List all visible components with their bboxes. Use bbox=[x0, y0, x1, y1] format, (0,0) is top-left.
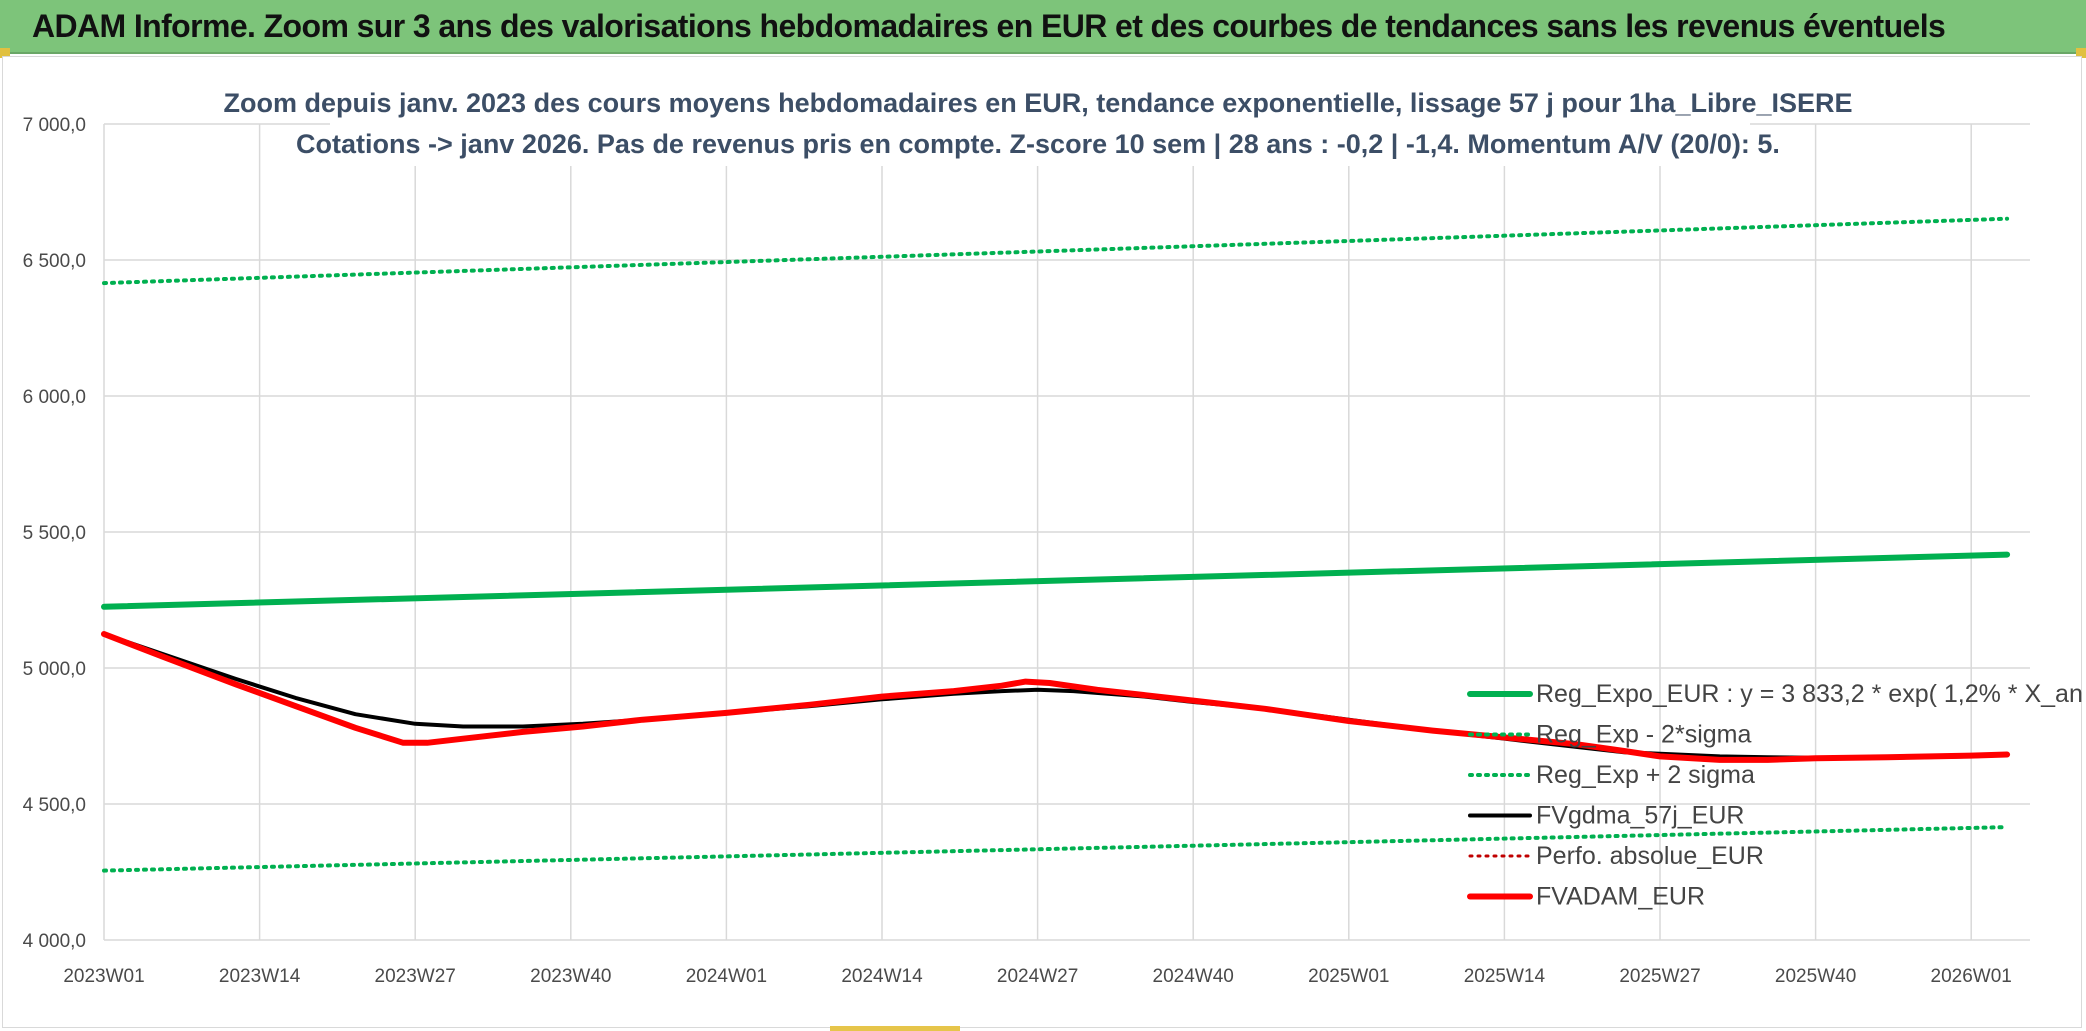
subtitle-background bbox=[330, 78, 1750, 166]
x-tick-label: 2024W27 bbox=[997, 966, 1078, 987]
bottom-marker bbox=[830, 1026, 960, 1031]
x-tick-label: 2023W01 bbox=[63, 966, 144, 987]
corner-mark-right bbox=[2076, 48, 2086, 58]
legend-label: Perfo. absolue_EUR bbox=[1536, 842, 1764, 870]
series-line-1 bbox=[101, 551, 2011, 610]
chart-subtitle-line: Cotations -> janv 2026. Pas de revenus p… bbox=[296, 129, 1780, 159]
x-tick-label: 2025W14 bbox=[1464, 966, 1546, 987]
x-tick-label: 2025W01 bbox=[1308, 966, 1389, 987]
series-line-6 bbox=[101, 631, 2011, 763]
series-line-2 bbox=[102, 825, 2010, 873]
x-tick-label: 2026W01 bbox=[1931, 966, 2012, 987]
corner-mark-left bbox=[0, 48, 10, 58]
x-tick-label: 2024W40 bbox=[1153, 966, 1234, 987]
legend-label: FVADAM_EUR bbox=[1536, 883, 1705, 911]
x-tick-label: 2025W27 bbox=[1619, 966, 1700, 987]
y-tick-label: 6 500,0 bbox=[23, 251, 86, 272]
y-tick-label: 7 000,0 bbox=[23, 115, 86, 136]
x-tick-label: 2023W14 bbox=[219, 966, 301, 987]
banner: ADAM Informe. Zoom sur 3 ans des valoris… bbox=[0, 0, 2086, 54]
x-tick-label: 2024W01 bbox=[686, 966, 767, 987]
y-tick-label: 6 000,0 bbox=[23, 387, 86, 408]
y-tick-label: 5 500,0 bbox=[23, 523, 86, 544]
x-tick-label: 2025W40 bbox=[1775, 966, 1856, 987]
legend-label: FVgdma_57j_EUR bbox=[1536, 802, 1744, 830]
y-tick-label: 4 000,0 bbox=[23, 931, 86, 952]
x-tick-label: 2023W40 bbox=[530, 966, 611, 987]
chart-subtitle-line: Zoom depuis janv. 2023 des cours moyens … bbox=[223, 88, 1852, 118]
chart-area bbox=[2, 56, 2082, 1028]
legend-label: Reg_Exp - 2*sigma bbox=[1536, 721, 1751, 749]
banner-title: ADAM Informe. Zoom sur 3 ans des valoris… bbox=[32, 8, 1946, 44]
x-tick-label: 2024W14 bbox=[841, 966, 923, 987]
legend-label: Reg_Expo_EUR : y = 3 833,2 * exp( 1,2% *… bbox=[1536, 680, 2086, 708]
y-tick-label: 5 000,0 bbox=[23, 659, 86, 680]
series-line-4 bbox=[102, 632, 2010, 760]
series-line-3 bbox=[102, 216, 2010, 286]
y-tick-label: 4 500,0 bbox=[23, 795, 86, 816]
legend-label: Reg_Exp + 2 sigma bbox=[1536, 761, 1755, 789]
x-tick-label: 2023W27 bbox=[375, 966, 456, 987]
